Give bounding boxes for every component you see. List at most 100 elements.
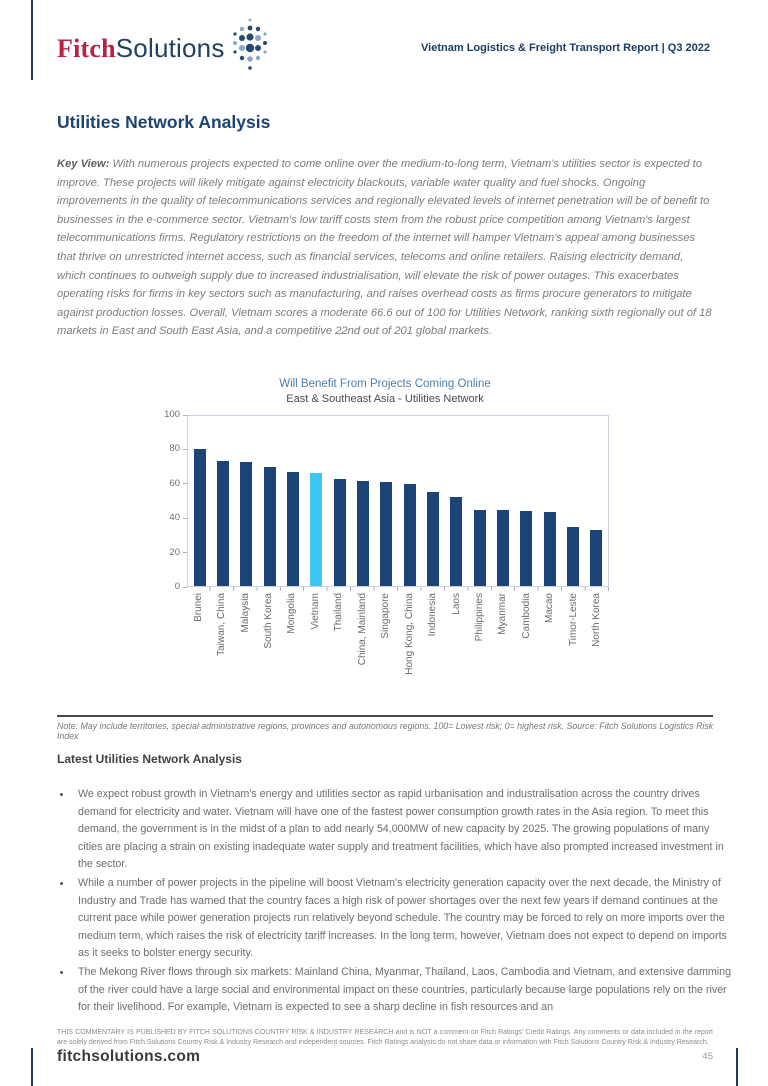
x-label-slot: North Korea <box>585 593 608 699</box>
bar-brunei <box>193 449 206 586</box>
x-label-slot: Timor-Leste <box>562 593 585 699</box>
bar-slot <box>585 416 608 586</box>
bar-hong-kong-china <box>403 484 416 586</box>
footer-disclaimer: THIS COMMENTARY IS PUBLISHED BY FITCH SO… <box>57 1029 713 1046</box>
bar-slot <box>305 416 328 586</box>
x-label-slot: Brunei <box>187 593 210 699</box>
bar-taiwan-china <box>216 461 229 586</box>
bar-slot <box>468 416 491 586</box>
bar-slot <box>351 416 374 586</box>
bar-slot <box>258 416 281 586</box>
logo-fitch-text: Fitch <box>57 33 116 63</box>
bar-slot <box>398 416 421 586</box>
chart-body: 0 20 40 60 80 100 Brunei Taiwan, China Malaysia… <box>155 410 611 699</box>
chart-y-axis: 0 20 40 60 80 100 <box>155 410 187 591</box>
bar-timor-leste <box>566 527 579 586</box>
bar-slot <box>375 416 398 586</box>
x-label-slot: Thailand <box>328 593 351 699</box>
bar-myanmar <box>496 510 509 586</box>
bar-mongolia <box>286 472 299 586</box>
bar-slot <box>561 416 584 586</box>
x-label-taiwan-china: Taiwan, China <box>216 593 228 656</box>
chart-title: Will Benefit From Projects Coming Online <box>279 378 491 390</box>
section-heading: Latest Utilities Network Analysis <box>57 752 242 766</box>
chart-plot <box>187 415 609 587</box>
x-label-slot: South Korea <box>257 593 280 699</box>
bar-slot <box>328 416 351 586</box>
bar-north-korea <box>590 529 603 586</box>
bar-slot <box>188 416 211 586</box>
bar-cambodia <box>520 511 533 586</box>
y-tick-mark <box>183 414 187 416</box>
x-label-slot: Taiwan, China <box>210 593 233 699</box>
header: FitchSolutions <box>57 18 710 78</box>
logo-wordmark: FitchSolutions <box>57 33 225 64</box>
bar-laos <box>450 496 463 586</box>
x-label-thailand: Thailand <box>333 593 345 632</box>
x-label-malaysia: Malaysia <box>239 593 251 633</box>
y-tick-mark <box>183 552 187 554</box>
bar-vietnam <box>310 472 323 586</box>
x-label-slot: Cambodia <box>515 593 538 699</box>
page-title: Utilities Network Analysis <box>57 112 271 132</box>
bottom-right-accent-line <box>736 1048 738 1086</box>
logo-solutions-text: Solutions <box>115 32 225 63</box>
bar-slot <box>445 416 468 586</box>
key-view-text: With numerous projects expected to come … <box>57 158 712 338</box>
x-label-slot: Laos <box>445 593 468 699</box>
x-label-slot: Myanmar <box>492 593 515 699</box>
y-tick-mark <box>183 586 187 588</box>
bar-thailand <box>333 478 346 586</box>
bar-singapore <box>380 482 393 586</box>
x-label-philippines: Philippines <box>473 593 485 642</box>
chart-x-ticks <box>187 587 609 591</box>
x-label-indonesia: Indonesia <box>427 593 439 637</box>
chart-note: Note: May include territories, special a… <box>57 721 714 741</box>
x-label-macao: Macao <box>544 593 556 624</box>
footer: fitchsolutions.com 45 <box>57 1048 713 1066</box>
x-label-cambodia: Cambodia <box>520 593 532 639</box>
key-view-label: Key View: <box>57 158 110 170</box>
top-left-accent-line <box>31 0 33 80</box>
y-tick-mark <box>183 448 187 450</box>
bar-macao <box>543 512 556 586</box>
chart-x-labels: Brunei Taiwan, China Malaysia South Korea Mo… <box>187 593 609 699</box>
fitchsolutions-link[interactable]: fitchsolutions.com <box>57 1048 201 1065</box>
bar-philippines <box>473 509 486 586</box>
x-label-brunei: Brunei <box>192 593 204 622</box>
x-label-slot: Indonesia <box>421 593 444 699</box>
x-label-slot: China, Mainland <box>351 593 374 699</box>
bottom-left-accent-line <box>31 1048 33 1086</box>
x-label-timor-leste: Timor-Leste <box>567 593 579 646</box>
x-label-slot: Hong Kong, China <box>398 593 421 699</box>
x-label-hong-kong-china: Hong Kong, China <box>403 593 415 675</box>
x-label-laos: Laos <box>450 593 462 615</box>
y-tick-mark <box>183 483 187 485</box>
x-label-slot: Macao <box>539 593 562 699</box>
page-number: 45 <box>702 1051 713 1062</box>
x-label-myanmar: Myanmar <box>497 593 509 635</box>
x-label-south-korea: South Korea <box>263 593 275 649</box>
x-label-slot: Singapore <box>375 593 398 699</box>
chart-subtitle: East & Southeast Asia - Utilities Networ… <box>286 393 484 405</box>
x-label-mongolia: Mongolia <box>286 593 298 634</box>
x-label-slot: Mongolia <box>281 593 304 699</box>
x-label-slot: Philippines <box>468 593 491 699</box>
utilities-network-chart: Will Benefit From Projects Coming Online… <box>57 378 713 699</box>
x-label-singapore: Singapore <box>380 593 392 639</box>
key-view-paragraph: Key View: With numerous projects expecte… <box>57 155 713 341</box>
report-title: Vietnam Logistics & Freight Transport Re… <box>421 42 710 54</box>
bar-slot <box>491 416 514 586</box>
analysis-bullet-list: We expect robust growth in Vietnam's ene… <box>57 786 732 1018</box>
note-divider-line <box>57 715 713 717</box>
logo-burst-icon <box>229 17 271 78</box>
bar-slot <box>211 416 234 586</box>
bullet-item: We expect robust growth in Vietnam's ene… <box>72 786 732 874</box>
bar-slot <box>421 416 444 586</box>
bar-china-mainland <box>356 481 369 586</box>
x-label-slot: Malaysia <box>234 593 257 699</box>
bar-slot <box>235 416 258 586</box>
bar-slot <box>515 416 538 586</box>
x-label-north-korea: North Korea <box>591 593 603 647</box>
